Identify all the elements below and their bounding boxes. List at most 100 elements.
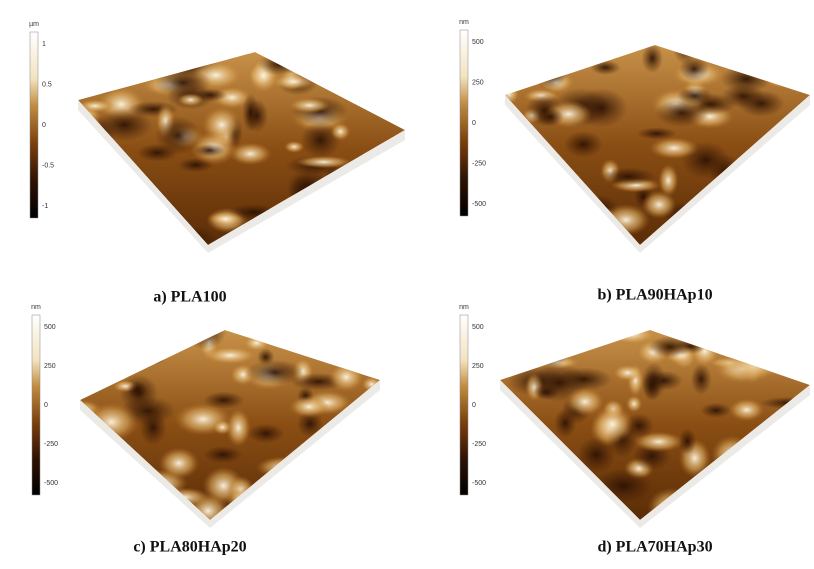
surface-valley <box>554 408 576 438</box>
surface-valley <box>76 491 103 524</box>
surface-valley <box>738 90 785 117</box>
surface-valley <box>86 82 115 95</box>
surface-valley <box>506 321 556 360</box>
colorbar-tick-label: 250 <box>472 79 484 86</box>
surface-peak <box>120 340 174 358</box>
colorbar-tick-label: 0 <box>42 122 46 129</box>
surface-peak <box>649 137 699 159</box>
surface-peak <box>357 203 406 233</box>
surface-peak <box>322 474 372 492</box>
surface-peak <box>58 476 114 509</box>
colorbar <box>30 32 38 218</box>
colorbar-tick-label: -500 <box>472 201 486 208</box>
surface-peak <box>284 141 304 153</box>
surface-peak <box>61 480 120 497</box>
surface-peak <box>206 45 249 60</box>
figure: µm10.50-0.5-1a) PLA100nm5002500-250-500b… <box>0 0 814 569</box>
surface-peak <box>496 36 522 64</box>
surface-peak <box>750 55 788 79</box>
colorbar-tick-label: -1 <box>42 203 48 210</box>
surface-valley <box>155 68 211 97</box>
surface-valley <box>519 150 549 176</box>
surface-peak <box>83 210 125 234</box>
surface-peak <box>328 362 364 392</box>
surface-valley <box>85 490 107 505</box>
surface-valley <box>677 87 713 104</box>
surface-valley <box>679 428 697 455</box>
surface-peak <box>331 123 351 141</box>
surface-peak <box>298 49 330 74</box>
surface-peak <box>717 184 763 200</box>
surface-valley <box>127 353 165 365</box>
colorbar-tick-label: 500 <box>472 324 484 331</box>
surface-valley <box>531 57 555 80</box>
colorbar-tick-label: 500 <box>472 39 484 46</box>
surface-valley <box>245 360 304 385</box>
surface-peak <box>82 314 123 348</box>
colorbar-tick-label: -500 <box>472 480 486 487</box>
surface-peak <box>773 47 798 81</box>
surface-peak <box>356 163 392 202</box>
surface-valley <box>203 391 244 408</box>
surface-valley <box>487 319 522 353</box>
surface-valley <box>642 43 663 73</box>
panel-caption: a) PLA100 <box>153 289 226 306</box>
surface-peak <box>495 39 519 59</box>
surface-valley <box>521 29 570 65</box>
surface-valley <box>489 489 548 505</box>
colorbar <box>460 30 468 216</box>
surface-valley <box>672 26 698 64</box>
surface-peak <box>96 451 134 490</box>
surface-peak <box>712 229 767 247</box>
surface-peak <box>764 76 813 89</box>
afm-panel: nm5002500-250-500c) PLA80HAp20 <box>31 304 394 556</box>
surface-valley <box>355 463 375 484</box>
surface-peak <box>729 398 765 421</box>
surface-valley <box>775 55 814 69</box>
surface-valley <box>304 191 342 215</box>
surface-peak <box>106 33 159 73</box>
surface-peak <box>177 93 204 106</box>
surface-valley <box>782 322 814 349</box>
surface-peak <box>567 212 611 251</box>
surface-peak <box>715 197 761 212</box>
surface-valley <box>537 108 564 127</box>
surface-valley <box>538 58 567 88</box>
surface-peak <box>642 191 676 219</box>
surface-valley <box>324 219 352 232</box>
colorbar-unit: nm <box>31 304 41 311</box>
surface-valley <box>128 381 147 398</box>
surface-valley <box>65 226 124 241</box>
surface-peak <box>647 488 695 527</box>
surface-peak <box>490 142 537 173</box>
surface-peak <box>148 326 179 342</box>
colorbar-unit: nm <box>459 304 469 311</box>
surface-valley <box>523 202 568 214</box>
colorbar-tick-label: 0.5 <box>42 81 52 88</box>
surface-peak <box>144 498 181 537</box>
surface-valley <box>779 326 796 358</box>
surface-peak <box>57 348 109 377</box>
surface-valley <box>204 446 243 463</box>
surface-valley <box>564 131 603 158</box>
surface-peak <box>229 142 272 165</box>
surface-valley <box>334 75 365 99</box>
surface-valley <box>770 359 798 375</box>
surface-valley <box>648 336 692 358</box>
surface-peak <box>68 460 102 494</box>
surface-valley <box>730 167 755 199</box>
surface-valley <box>533 333 568 370</box>
colorbar-tick-label: -250 <box>44 441 58 448</box>
surface-peak <box>729 342 786 381</box>
surface-valley <box>721 65 772 93</box>
surface-peak <box>77 436 99 455</box>
surface-valley <box>504 328 536 354</box>
surface-valley <box>247 424 284 444</box>
surface-peak <box>626 395 642 412</box>
panel-caption: c) PLA80HAp20 <box>133 539 246 556</box>
surface-peak <box>485 44 529 83</box>
surface-peak <box>126 500 158 532</box>
surface-valley <box>531 506 569 529</box>
surface-valley <box>489 433 515 467</box>
surface-peak <box>213 420 232 435</box>
